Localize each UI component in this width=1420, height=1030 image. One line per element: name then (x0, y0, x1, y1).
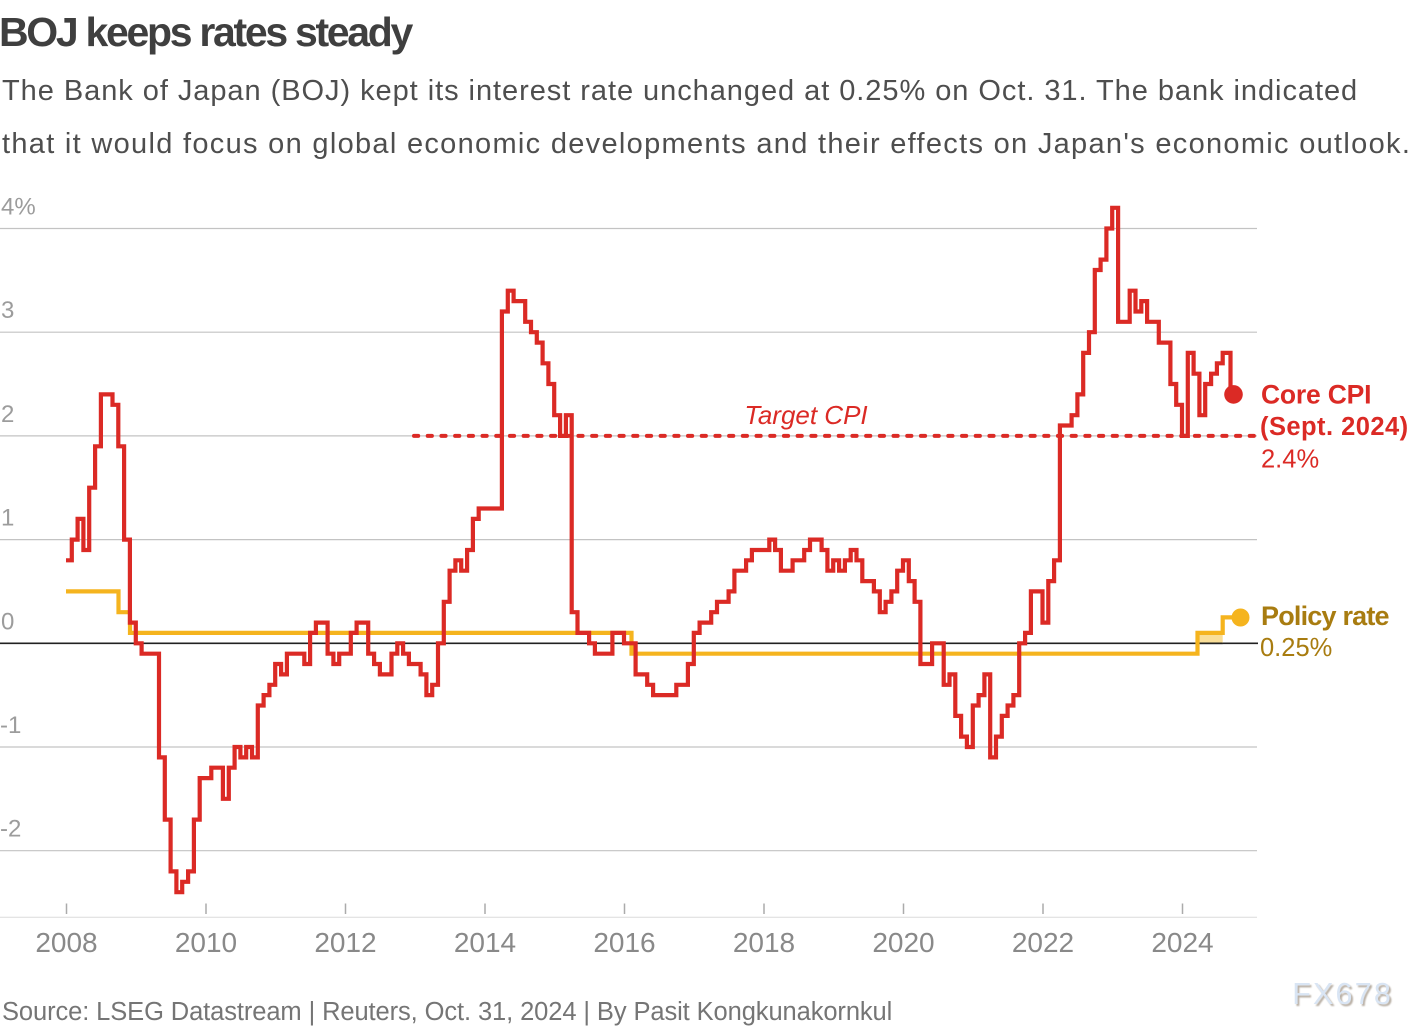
svg-text:2022: 2022 (1012, 927, 1074, 958)
svg-text:2024: 2024 (1151, 927, 1213, 958)
svg-text:3: 3 (1, 297, 14, 324)
svg-text:Policy rate: Policy rate (1261, 601, 1390, 631)
svg-text:FX678: FX678 (1292, 977, 1393, 1011)
svg-text:2.4%: 2.4% (1261, 446, 1319, 474)
svg-text:(Sept. 2024): (Sept. 2024) (1260, 413, 1409, 441)
svg-text:2010: 2010 (175, 927, 237, 958)
svg-text:2: 2 (1, 401, 14, 428)
svg-text:-2: -2 (0, 816, 21, 843)
svg-text:The Bank of Japan (BOJ) kept i: The Bank of Japan (BOJ) kept its interes… (2, 75, 1358, 107)
svg-text:4%: 4% (1, 194, 36, 221)
svg-text:Core CPI: Core CPI (1261, 380, 1371, 410)
svg-text:Target CPI: Target CPI (744, 400, 867, 430)
svg-text:2020: 2020 (872, 927, 934, 958)
svg-text:Source: LSEG Datastream | Reut: Source: LSEG Datastream | Reuters, Oct. … (2, 998, 892, 1026)
svg-text:2014: 2014 (454, 927, 516, 958)
svg-text:2016: 2016 (593, 927, 655, 958)
svg-text:0.25%: 0.25% (1260, 634, 1332, 662)
svg-text:0: 0 (1, 608, 14, 635)
svg-text:-1: -1 (0, 712, 21, 739)
svg-text:BOJ keeps rates steady: BOJ keeps rates steady (0, 9, 414, 55)
svg-text:2012: 2012 (314, 927, 376, 958)
svg-text:2018: 2018 (733, 927, 795, 958)
svg-text:that it would focus on global: that it would focus on global economic d… (2, 128, 1411, 160)
svg-text:2008: 2008 (35, 927, 97, 958)
svg-text:FX678: FX678 (1294, 979, 1395, 1013)
svg-text:1: 1 (1, 505, 14, 532)
